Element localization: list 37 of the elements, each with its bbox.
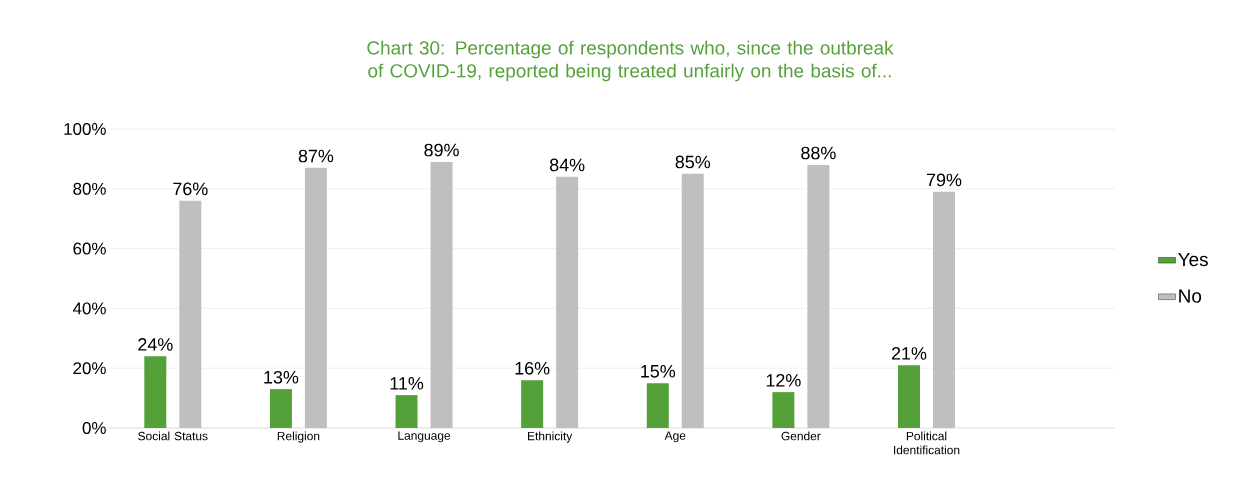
data-label: 15% — [641, 365, 676, 378]
data-label: 85% — [675, 155, 711, 169]
legend-label: Yes — [1178, 253, 1208, 267]
chart-title: Chart 30: Percentage of respondents who, since the outbreak of COVID-19, reported being treated unfairly on the basis of... — [367, 40, 894, 82]
data-label: 24% — [138, 338, 173, 351]
data-label: 11% — [390, 377, 424, 390]
x-tick-label: Gender — [781, 431, 821, 441]
y-tick-label: 0% — [82, 422, 106, 434]
data-label: 12% — [766, 373, 801, 387]
data-label: 13% — [264, 370, 299, 384]
bar — [772, 392, 795, 428]
bar — [897, 365, 920, 428]
bar — [646, 383, 669, 428]
x-tick-label: Social Status — [138, 431, 208, 441]
data-label: 88% — [801, 146, 836, 160]
y-tick-label: 100% — [64, 123, 106, 135]
y-tick-label: 60% — [73, 242, 106, 255]
x-tick-label: Religion — [277, 431, 320, 443]
bar — [144, 356, 167, 428]
data-label: 21% — [891, 347, 927, 360]
bar — [521, 380, 544, 428]
x-tick-label: Ethnicity — [528, 431, 573, 443]
data-label: 76% — [173, 182, 208, 196]
y-tick-label: 20% — [73, 362, 106, 375]
x-tick-label: Language — [398, 431, 451, 443]
data-label: 89% — [424, 143, 459, 157]
y-tick-label: 80% — [73, 182, 106, 195]
bar — [269, 389, 292, 428]
x-tick-label: Political Identification — [894, 431, 960, 455]
legend-label: No — [1179, 289, 1202, 303]
y-tick-label: 40% — [72, 302, 106, 315]
data-label: 84% — [549, 158, 585, 172]
data-label: 79% — [926, 173, 962, 187]
bar — [395, 395, 418, 428]
x-tick-label: Age — [664, 431, 686, 443]
data-label: 87% — [298, 149, 334, 163]
data-label: 16% — [515, 361, 550, 375]
